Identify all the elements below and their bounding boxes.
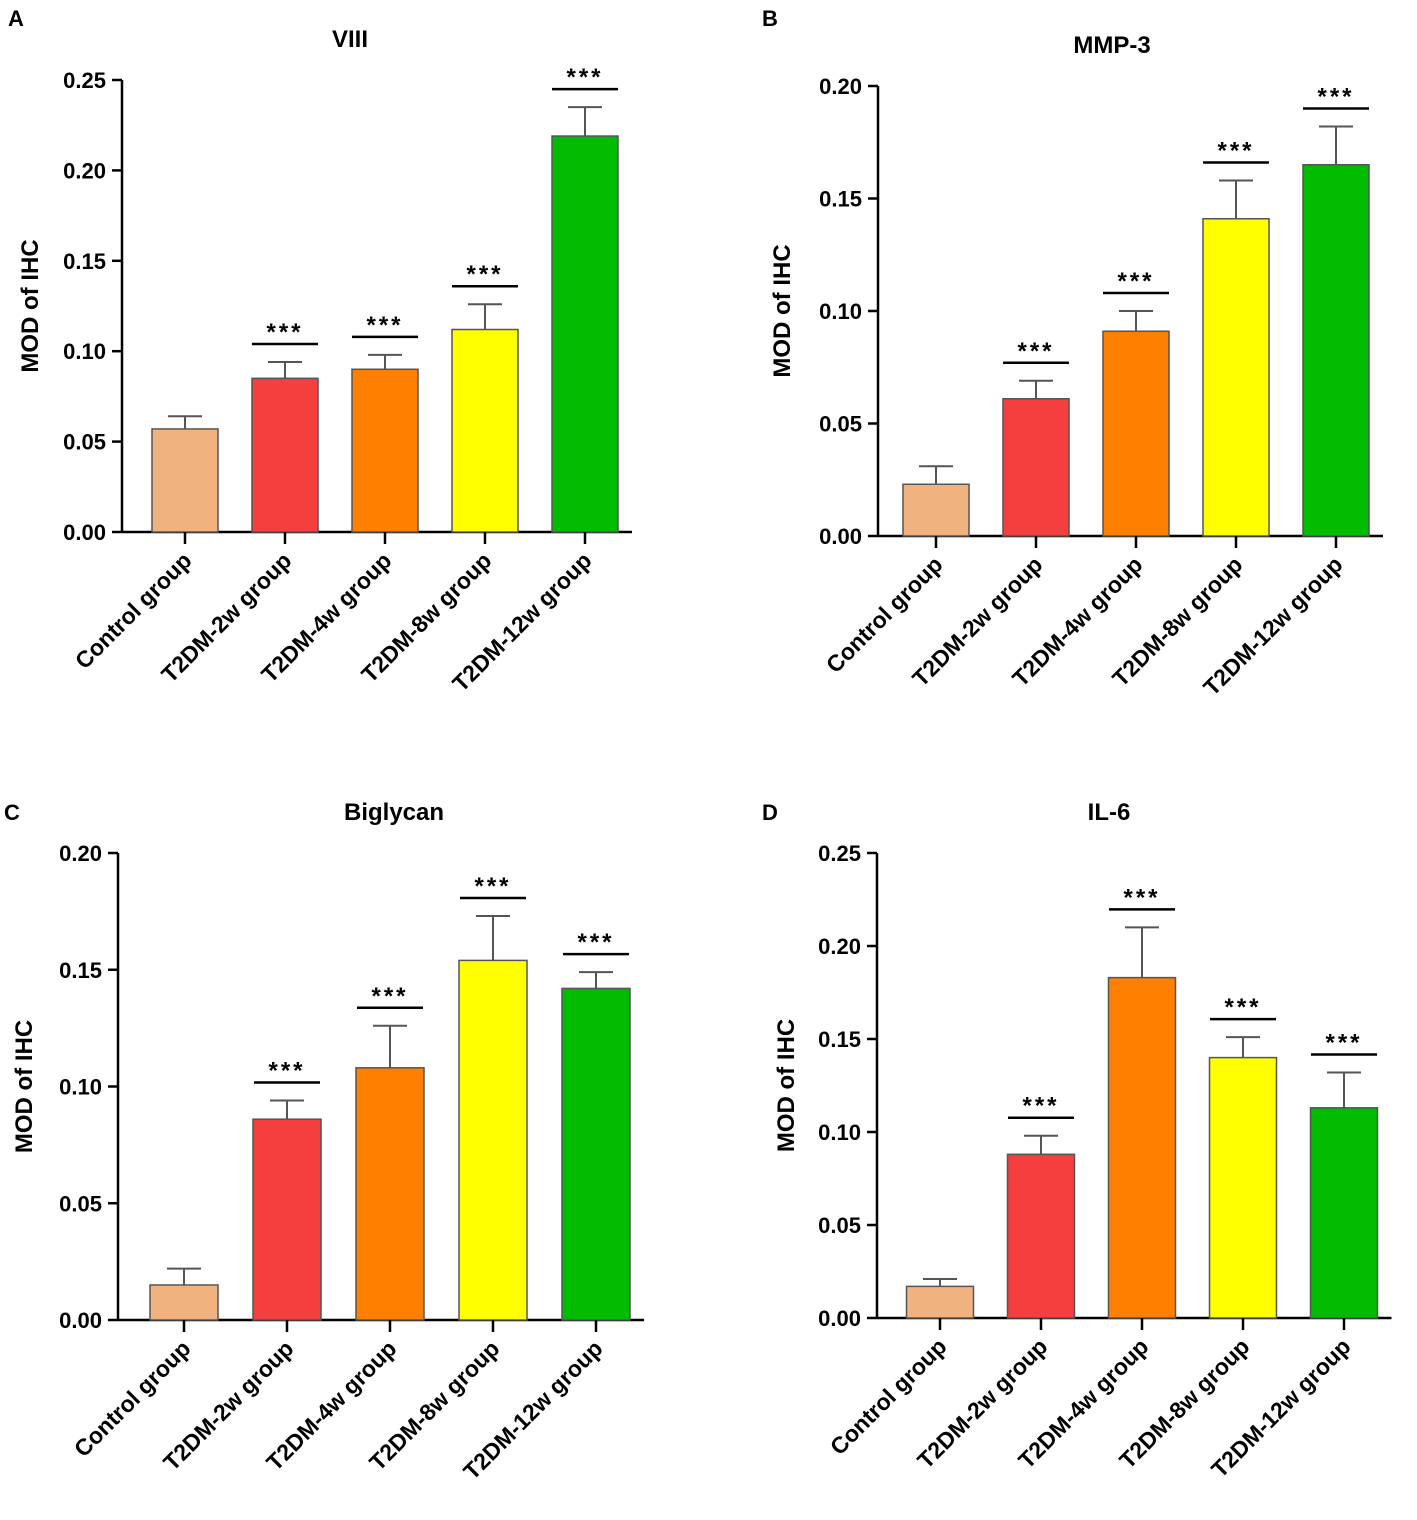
y-tick-label: 0.20 bbox=[819, 74, 862, 99]
bar-t2dm-8w-group bbox=[451, 328, 519, 533]
y-axis-label: MOD of IHC bbox=[769, 244, 796, 377]
y-tick-label: 0.20 bbox=[818, 934, 861, 959]
significance-label: *** bbox=[577, 929, 614, 956]
panel-label: B bbox=[762, 6, 778, 31]
y-tick-label: 0.15 bbox=[819, 187, 862, 212]
y-tick-label: 0.05 bbox=[63, 430, 106, 455]
y-tick-label: 0.05 bbox=[818, 1213, 861, 1238]
y-axis-label: MOD of IHC bbox=[773, 1019, 800, 1152]
significance-label: *** bbox=[1123, 884, 1160, 911]
significance-label: *** bbox=[266, 319, 303, 346]
chart-title: IL-6 bbox=[1088, 799, 1131, 826]
significance-label: *** bbox=[1317, 84, 1354, 111]
panel-label: C bbox=[4, 800, 20, 825]
significance-label: *** bbox=[1325, 1029, 1362, 1056]
significance-label: *** bbox=[466, 261, 503, 288]
y-axis-label: MOD of IHC bbox=[17, 239, 44, 372]
bar-t2dm-2w-group bbox=[1002, 398, 1070, 537]
significance-label: *** bbox=[268, 1058, 305, 1085]
bar-t2dm-8w-group bbox=[1202, 218, 1270, 537]
y-tick-label: 0.15 bbox=[59, 958, 102, 983]
bar-t2dm-12w-group bbox=[1302, 164, 1370, 537]
y-tick-label: 0.25 bbox=[818, 841, 861, 866]
bar-t2dm-8w-group bbox=[1208, 1056, 1278, 1319]
y-tick-label: 0.05 bbox=[819, 412, 862, 437]
bar-t2dm-12w-group bbox=[1309, 1107, 1379, 1319]
chart-title: Biglycan bbox=[344, 799, 444, 826]
y-tick-label: 0.00 bbox=[819, 524, 862, 549]
y-tick-label: 0.20 bbox=[63, 158, 106, 183]
bar-t2dm-8w-group bbox=[458, 959, 528, 1321]
y-tick-label: 0.00 bbox=[59, 1308, 102, 1333]
significance-label: *** bbox=[1022, 1093, 1059, 1120]
significance-label: *** bbox=[366, 312, 403, 339]
bar-t2dm-4w-group bbox=[1107, 976, 1177, 1319]
significance-label: *** bbox=[474, 873, 511, 900]
y-tick-label: 0.15 bbox=[818, 1027, 861, 1052]
y-tick-label: 0.00 bbox=[818, 1306, 861, 1331]
y-tick-label: 0.00 bbox=[63, 520, 106, 545]
significance-label: *** bbox=[371, 983, 408, 1010]
bar-control-group bbox=[902, 483, 970, 537]
y-tick-label: 0.10 bbox=[819, 299, 862, 324]
bar-control-group bbox=[151, 428, 219, 533]
significance-label: *** bbox=[1017, 338, 1054, 365]
bar-t2dm-2w-group bbox=[1006, 1153, 1076, 1319]
bar-control-group bbox=[905, 1285, 975, 1319]
bar-t2dm-2w-group bbox=[252, 1118, 322, 1321]
bar-t2dm-4w-group bbox=[1102, 330, 1170, 537]
chart-title: MMP-3 bbox=[1073, 32, 1150, 59]
bar-t2dm-4w-group bbox=[351, 368, 419, 533]
y-tick-label: 0.10 bbox=[59, 1075, 102, 1100]
bar-control-group bbox=[149, 1284, 219, 1321]
bar-t2dm-12w-group bbox=[551, 135, 619, 533]
y-tick-label: 0.05 bbox=[59, 1191, 102, 1216]
panel-label: D bbox=[762, 800, 778, 825]
y-tick-label: 0.10 bbox=[818, 1120, 861, 1145]
y-tick-label: 0.20 bbox=[59, 841, 102, 866]
y-axis-label: MOD of IHC bbox=[11, 1020, 38, 1153]
bar-t2dm-12w-group bbox=[561, 987, 631, 1321]
y-tick-label: 0.10 bbox=[63, 339, 106, 364]
y-tick-label: 0.15 bbox=[63, 249, 106, 274]
bar-t2dm-2w-group bbox=[251, 377, 319, 533]
significance-label: *** bbox=[1117, 268, 1154, 295]
significance-label: *** bbox=[566, 64, 603, 91]
bar-t2dm-4w-group bbox=[355, 1067, 425, 1321]
panel-label: A bbox=[8, 6, 24, 31]
chart-title: VIII bbox=[332, 26, 368, 53]
significance-label: *** bbox=[1217, 138, 1254, 165]
y-tick-label: 0.25 bbox=[63, 68, 106, 93]
significance-label: *** bbox=[1224, 994, 1261, 1021]
